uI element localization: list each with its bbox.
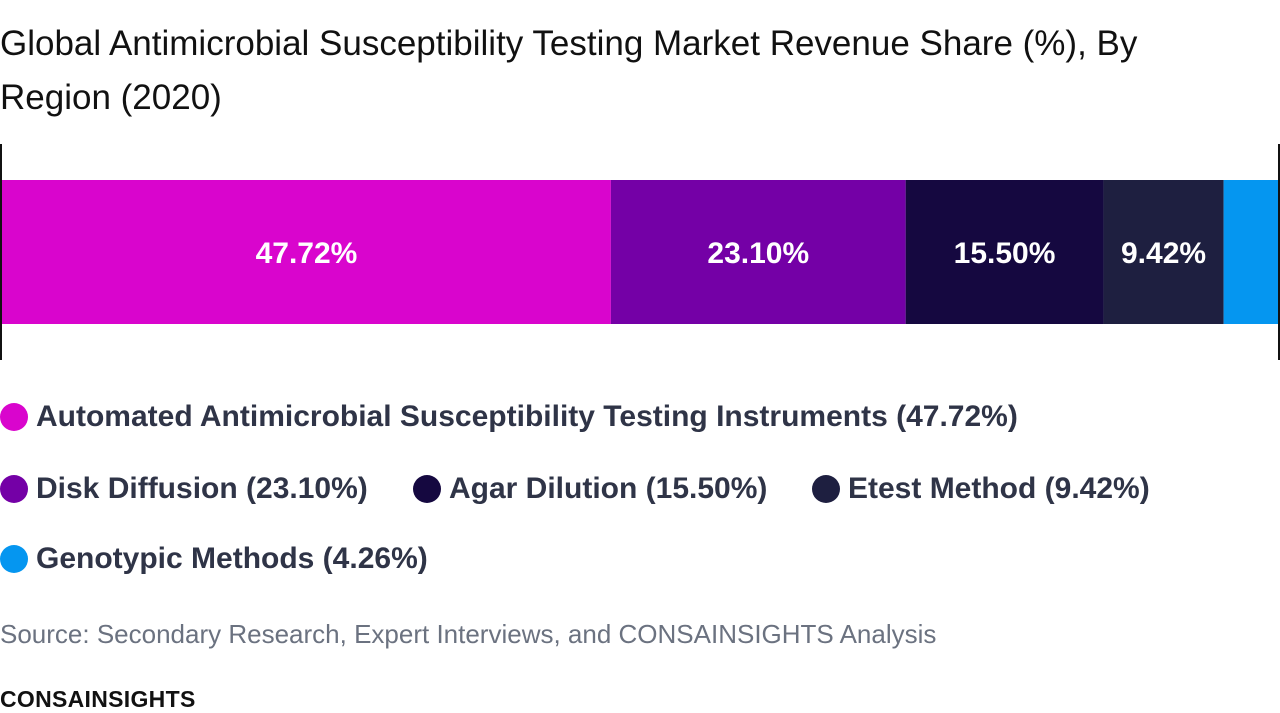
legend-swatch-agar-dilution	[413, 475, 441, 503]
bar-segment-agar-dilution[interactable]	[905, 180, 1104, 324]
bar-segment-disk-diffusion[interactable]	[610, 180, 906, 324]
data-label-etest-method: 9.42%	[1121, 237, 1206, 270]
legend-item-agar-dilution[interactable]: Agar Dilution (15.50%)	[413, 469, 767, 509]
legend-label-etest-method: Etest Method (9.42%)	[848, 472, 1150, 505]
legend-label-agar-dilution: Agar Dilution (15.50%)	[449, 472, 768, 505]
legend-item-automated-instruments[interactable]: Automated Antimicrobial Susceptibility T…	[0, 397, 1018, 437]
data-label-automated-instruments: 47.72%	[256, 237, 358, 270]
brand-logo-text: CONSAINSIGHTS	[0, 686, 196, 712]
data-label-disk-diffusion: 23.10%	[707, 237, 809, 270]
legend-item-etest-method[interactable]: Etest Method (9.42%)	[812, 469, 1150, 509]
bar-segments: 47.72% 23.10% 15.50% 9.42%	[2, 180, 1278, 324]
legend-swatch-etest-method	[812, 475, 840, 503]
legend-swatch-automated-instruments	[0, 403, 28, 431]
legend-item-genotypic-methods[interactable]: Genotypic Methods (4.26%)	[0, 539, 428, 579]
stacked-bar-chart: 47.72% 23.10% 15.50% 9.42%	[0, 144, 1280, 360]
legend-label-genotypic-methods: Genotypic Methods (4.26%)	[36, 542, 428, 575]
legend-label-disk-diffusion: Disk Diffusion (23.10%)	[36, 472, 368, 505]
bar-segment-automated-instruments[interactable]	[2, 180, 611, 324]
legend-item-disk-diffusion[interactable]: Disk Diffusion (23.10%)	[0, 469, 368, 509]
chart-title: Global Antimicrobial Susceptibility Test…	[0, 24, 1138, 117]
bar-segment-etest-method[interactable]	[1103, 180, 1224, 324]
legend-label-automated-instruments: Automated Antimicrobial Susceptibility T…	[36, 400, 1018, 433]
source-note: Source: Secondary Research, Expert Inter…	[0, 619, 937, 649]
bar-segment-genotypic-methods[interactable]	[1223, 180, 1278, 324]
legend-swatch-genotypic-methods	[0, 545, 28, 573]
data-label-agar-dilution: 15.50%	[954, 237, 1056, 270]
legend-swatch-disk-diffusion	[0, 475, 28, 503]
